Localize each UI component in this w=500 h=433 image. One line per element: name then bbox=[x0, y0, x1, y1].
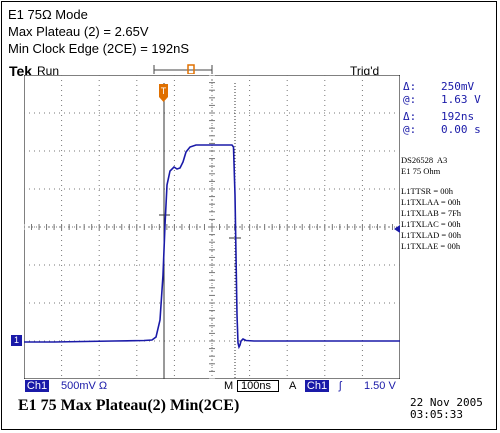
trigger-slope-icon: ʃ bbox=[339, 380, 342, 392]
header-max-plateau: Max Plateau (2) = 2.65V bbox=[8, 24, 149, 39]
register-line: L1TXLAB = 7Fh bbox=[401, 208, 462, 218]
chip-mode: E1 75 Ohm bbox=[401, 166, 441, 176]
readout-at-v: 1.63 V bbox=[441, 93, 481, 106]
screen-caption: E1 75 Max Plateau(2) Min(2CE) bbox=[18, 397, 240, 414]
trigger-channel-badge: Ch1 bbox=[305, 380, 329, 392]
graticule-grid bbox=[24, 75, 400, 379]
header-min-clock-edge: Min Clock Edge (2CE) = 192nS bbox=[8, 41, 190, 56]
channel-1-badge: Ch1 bbox=[25, 380, 49, 392]
time-per-div: 100ns bbox=[241, 380, 271, 392]
trigger-a-label: A bbox=[289, 380, 297, 392]
readout-delta-v-label: Δ: bbox=[403, 80, 417, 93]
readout-at-t-label: @: bbox=[403, 123, 417, 136]
readout-delta-t: 192ns bbox=[441, 110, 475, 123]
readout-delta-t-label: Δ: bbox=[403, 110, 417, 123]
trigger-marker-icon: T bbox=[159, 84, 168, 102]
readout-delta-v: 250mV bbox=[441, 80, 475, 93]
readout-at-v-label: @: bbox=[403, 93, 417, 106]
register-line: L1TXLAC = 00h bbox=[401, 219, 461, 229]
channel-1-ground-marker-icon: 1 bbox=[11, 335, 22, 346]
timebase-m-label: M bbox=[224, 380, 234, 392]
readout-at-t: 0.00 s bbox=[441, 123, 481, 136]
timebase-box bbox=[237, 380, 279, 392]
register-line: L1TXLAA = 00h bbox=[401, 197, 461, 207]
register-line: L1TXLAE = 00h bbox=[401, 241, 461, 251]
register-line: L1TXLAD = 00h bbox=[401, 230, 462, 240]
channel-1-trace bbox=[24, 144, 400, 350]
header-mode: E1 75Ω Mode bbox=[8, 7, 88, 22]
trigger-level-arrow-icon bbox=[394, 225, 400, 233]
volts-per-div: 500mV Ω bbox=[61, 380, 108, 392]
svg-text:T: T bbox=[161, 86, 167, 96]
register-line: L1TTSR = 00h bbox=[401, 186, 454, 196]
capture-date: 22 Nov 2005 bbox=[410, 396, 483, 409]
chip-part: DS26528 A3 bbox=[401, 155, 448, 165]
trigger-level: 1.50 V bbox=[364, 380, 396, 392]
capture-time: 03:05:33 bbox=[410, 408, 463, 421]
waveform-display: T bbox=[24, 75, 400, 379]
trigger-position-bar bbox=[153, 64, 213, 74]
